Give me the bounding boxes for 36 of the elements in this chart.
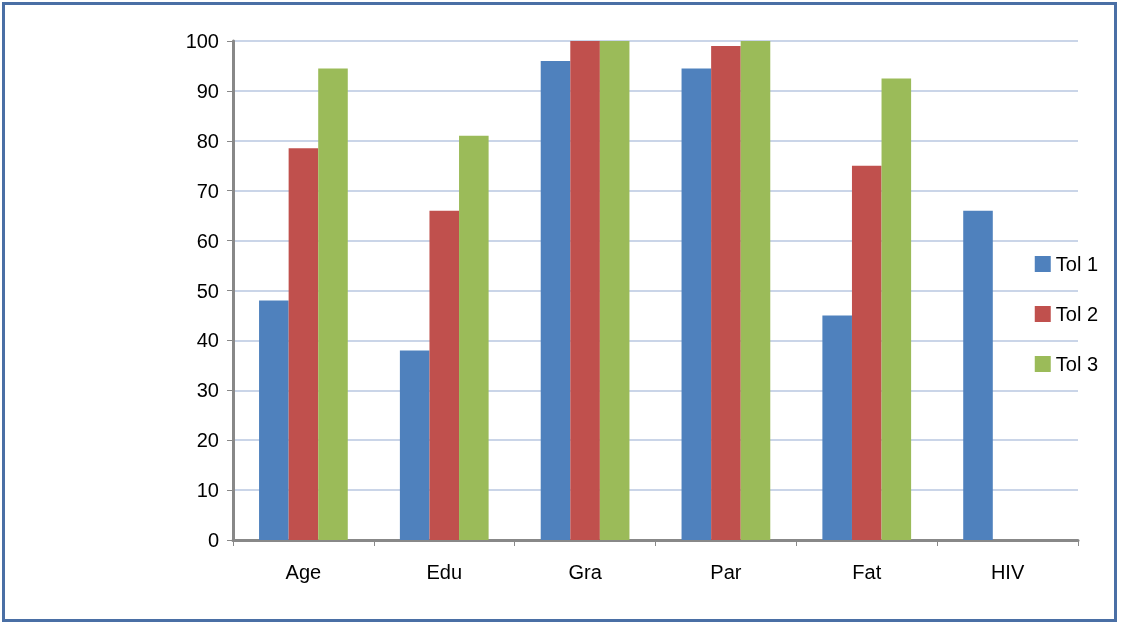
bar xyxy=(399,350,430,540)
y-tick-label: 10 xyxy=(196,479,219,502)
bar xyxy=(740,41,771,540)
y-tick-label: 0 xyxy=(207,529,219,551)
y-tick-label: 30 xyxy=(196,379,219,402)
y-tick-label: 70 xyxy=(196,179,219,202)
bar xyxy=(711,45,741,540)
y-tick-label: 50 xyxy=(196,279,219,302)
y-tick-label: 40 xyxy=(196,329,219,352)
x-tick-label: Par xyxy=(710,561,742,583)
bar xyxy=(881,78,912,540)
bar xyxy=(540,60,571,540)
y-tick-label: 60 xyxy=(196,229,219,252)
bar xyxy=(259,300,289,540)
bar xyxy=(570,41,600,540)
bar xyxy=(318,68,348,540)
bar xyxy=(963,210,993,540)
legend-label: Tol 1 xyxy=(1055,253,1098,275)
x-tick-label: Age xyxy=(285,561,322,583)
bar xyxy=(288,148,319,540)
y-tick-label: 20 xyxy=(196,429,219,452)
x-tick-label: Edu xyxy=(426,561,463,583)
y-tick-label: 90 xyxy=(196,79,219,102)
x-tick-label: Fat xyxy=(852,561,882,583)
y-tick-label: 100 xyxy=(185,30,219,52)
legend-label: Tol 3 xyxy=(1055,353,1098,375)
bar xyxy=(429,210,460,540)
bar xyxy=(681,68,712,540)
x-tick-label: Gra xyxy=(568,561,603,583)
bar xyxy=(459,135,489,540)
y-tick-label: 80 xyxy=(196,129,219,152)
bar xyxy=(822,315,852,540)
x-tick-label: HIV xyxy=(990,561,1025,583)
bar xyxy=(851,165,882,540)
bar xyxy=(599,41,630,540)
legend-label: Tol 2 xyxy=(1055,303,1098,325)
